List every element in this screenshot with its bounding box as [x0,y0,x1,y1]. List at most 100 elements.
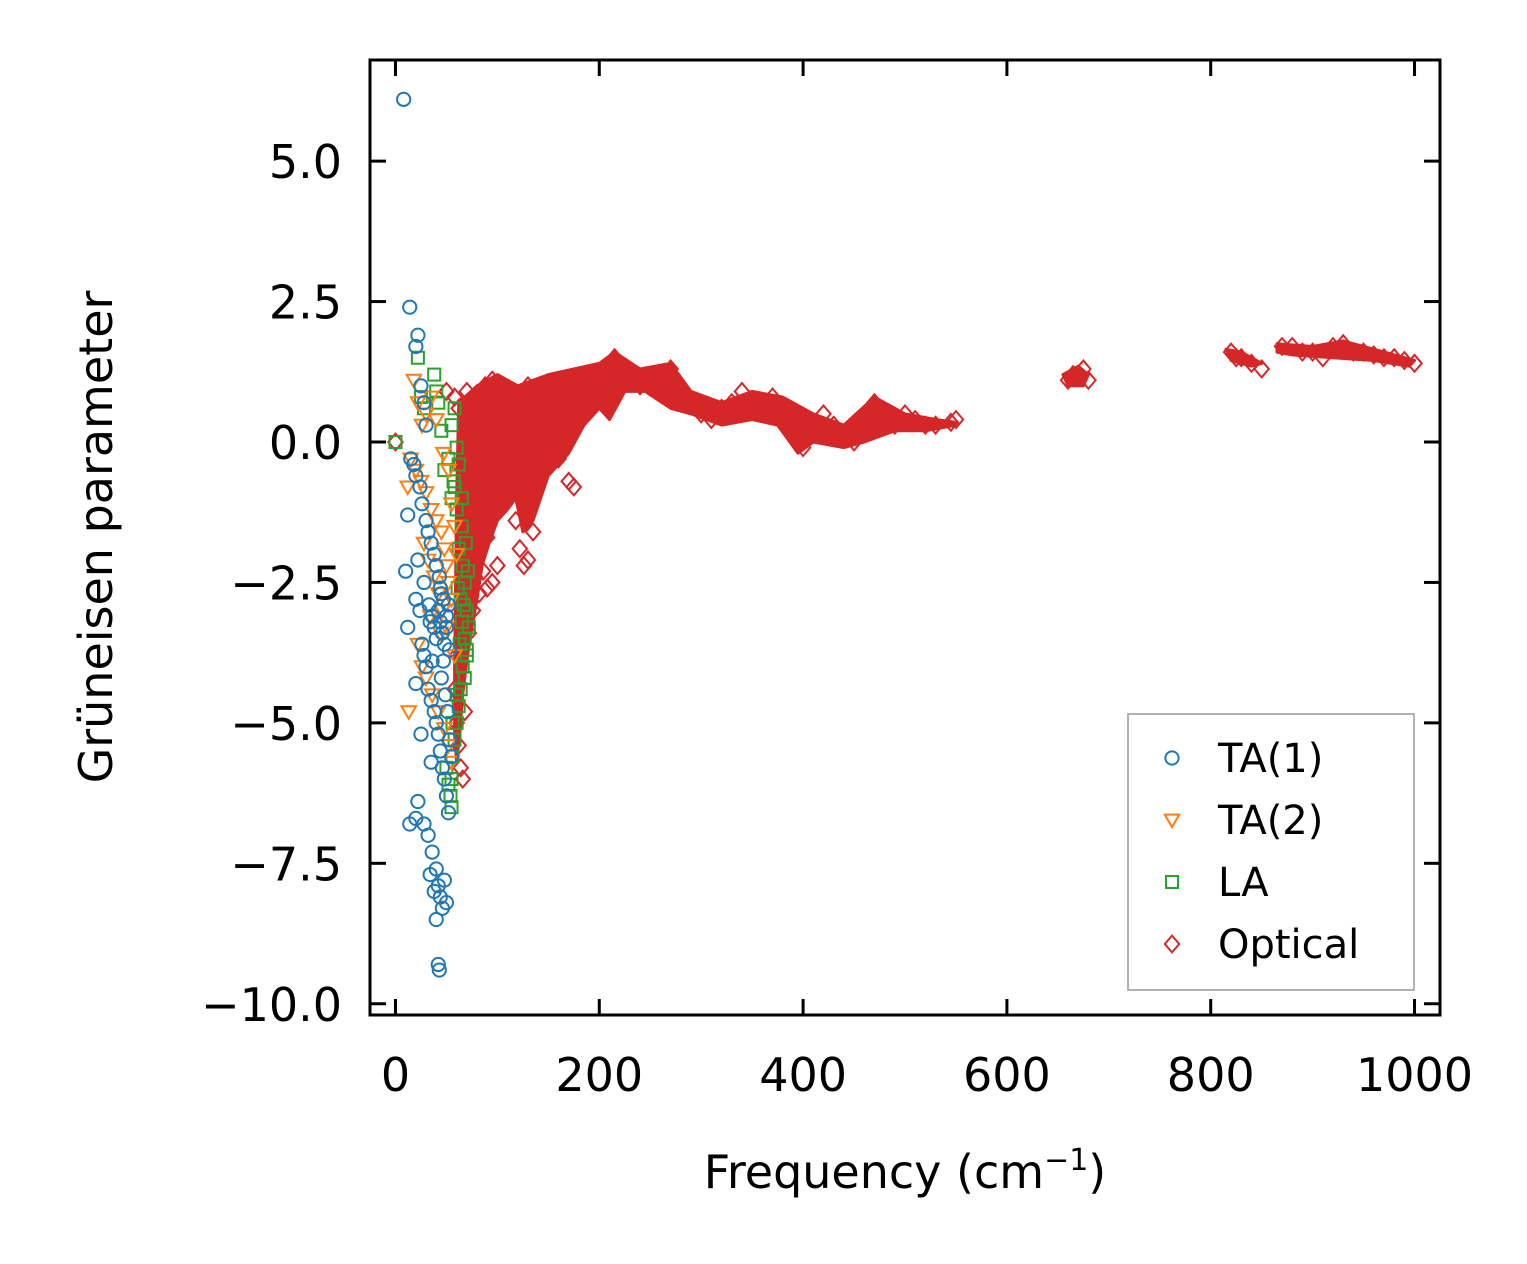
point-ta-2 [398,480,417,497]
point-optical [865,392,883,413]
point-ta-1 [443,748,460,765]
x-axis-title: Frequency (cm−1) [704,1143,1107,1199]
point-optical [515,555,533,576]
point-ta-1 [410,327,426,343]
point-ta-1 [438,619,455,635]
point-optical [651,370,669,391]
point-optical [570,409,588,430]
point-ta-1 [410,552,426,568]
point-optical [1253,359,1271,379]
point-ta-1 [414,636,430,652]
y-tick-label: −2.5 [230,556,342,610]
point-la [427,367,442,382]
x-tick-label: 800 [1167,1048,1255,1102]
point-optical [662,359,680,379]
point-ta-2 [439,463,458,480]
point-ta-2 [434,446,453,463]
point-ta-1 [402,299,418,315]
x-tick-label: 200 [555,1048,643,1102]
point-ta-2 [442,592,461,609]
point-ta-1 [420,827,436,843]
point-ta-2 [447,547,466,564]
point-ta-1 [420,524,436,540]
legend-label: LA [1218,860,1269,906]
point-ta-1 [418,513,434,529]
y-axis-title: Grüneisen parameter [69,290,123,783]
point-ta-1 [438,788,455,804]
point-optical [774,398,792,419]
point-ta-1 [416,395,432,411]
point-ta-1 [440,805,457,821]
point-optical [1334,333,1352,354]
point-optical [519,550,537,570]
y-tick-label: −7.5 [230,837,342,891]
point-la [449,687,464,702]
point-ta-1 [424,844,440,860]
point-optical [519,375,537,396]
point-la [446,474,461,489]
point-optical [580,387,598,407]
point-optical [1406,353,1424,374]
point-optical [784,409,802,430]
point-optical [483,370,501,391]
point-ta-2 [435,542,454,558]
point-optical [1395,350,1413,371]
point-optical [845,432,863,452]
point-ta-1 [422,614,438,630]
point-optical [466,566,484,587]
point-ta-1 [438,608,455,624]
point-optical [804,420,822,441]
x-tick-label: 400 [759,1048,847,1102]
axis-ticks [370,60,1440,1015]
point-optical [466,392,484,413]
point-optical [753,398,771,419]
point-la [456,597,471,612]
point-la [444,418,459,433]
point-ta-1 [414,496,430,512]
point-ta-1 [396,91,412,107]
point-ta-1 [439,704,456,720]
y-tick-label: 5.0 [269,135,342,189]
point-ta-1 [441,732,458,748]
point-ta-1 [406,456,422,473]
point-optical [464,600,482,621]
point-ta-2 [408,396,427,412]
x-tick-label: 1000 [1356,1048,1473,1102]
point-optical [550,448,568,469]
point-optical [483,499,501,520]
point-optical [942,412,960,433]
point-optical [855,409,873,430]
point-optical [733,381,751,402]
point-optical [835,426,853,447]
point-ta-1 [423,692,439,709]
point-ta-1 [437,687,454,703]
point-la [454,614,469,629]
point-optical [1304,342,1322,363]
x-tick-label: 600 [963,1048,1051,1102]
point-ta-2 [399,705,418,721]
legend-label: TA(2) [1217,798,1323,844]
legend-label: Optical [1218,922,1359,968]
point-optical [657,387,675,407]
point-ta-1 [423,535,439,551]
point-ta-1 [433,670,449,686]
point-optical [488,555,506,576]
point-ta-1 [423,754,439,770]
point-ta-1 [408,675,424,692]
point-optical [947,409,965,430]
point-optical [462,544,480,565]
point-ta-1 [412,479,428,495]
point-ta-1 [420,681,436,697]
point-ta-1 [408,338,424,355]
point-la [458,536,473,551]
point-ta-2 [442,497,461,514]
point-optical [1365,344,1383,365]
point-optical [507,510,525,531]
y-tick-labels: 5.0 2.5 0.0 −2.5 −5.0 −7.5 −10.0 [201,135,342,1032]
point-optical [611,353,629,374]
optical-dense-band [453,339,1416,764]
point-optical [794,437,812,458]
point-ta-1 [426,883,442,900]
y-tick-label: −5.0 [230,697,342,751]
point-optical [474,561,492,582]
